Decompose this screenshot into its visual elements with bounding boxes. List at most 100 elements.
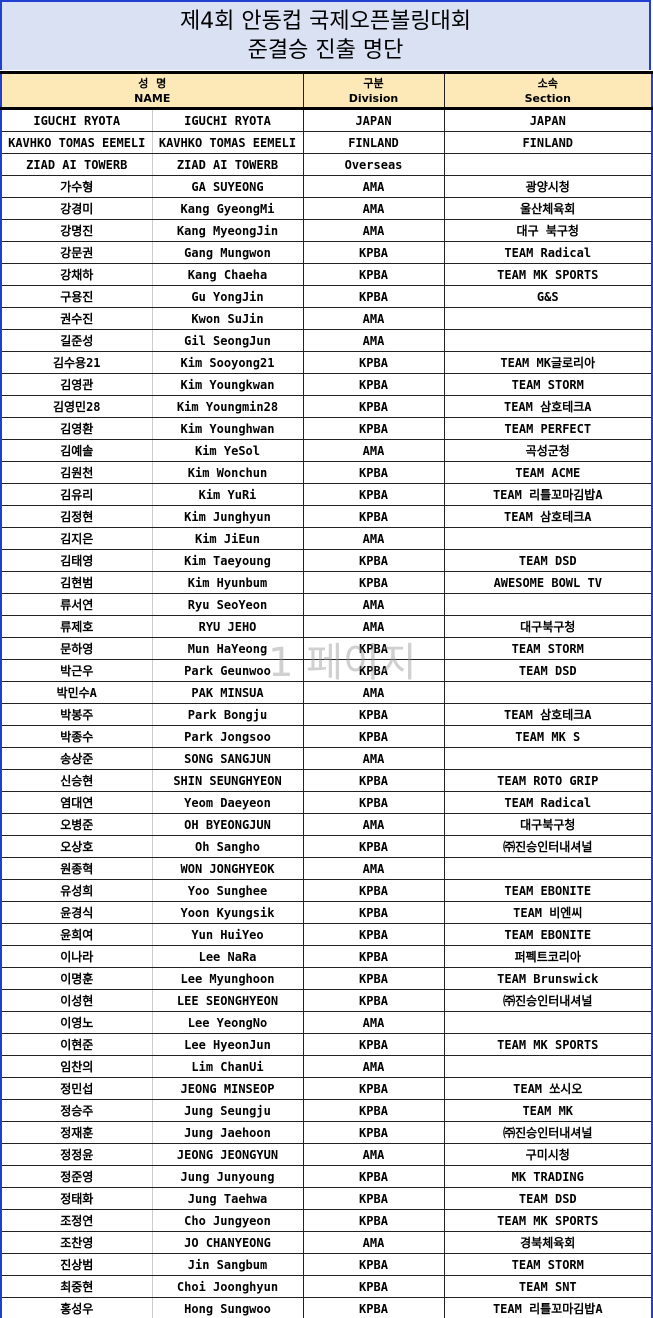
table-row: 최중현 Choi Joonghyun KPBA TEAM SNT — [0, 1275, 653, 1298]
table-row: 김수용21 Kim Sooyong21 KPBA TEAM MK글로리아 — [0, 351, 653, 374]
name-korean-cell: 조찬영 — [0, 1231, 153, 1254]
table-row: 이성현 LEE SEONGHYEON KPBA ㈜진승인터내셔널 — [0, 989, 653, 1012]
name-english-cell: Jin Sangbum — [151, 1253, 304, 1276]
name-english-cell: KAVHKO TOMAS EEMELI — [151, 131, 304, 154]
table-row: 유성희 Yoo Sunghee KPBA TEAM EBONITE — [0, 879, 653, 902]
division-cell: KPBA — [302, 461, 445, 484]
table-row: 신승현 SHIN SEUNGHYEON KPBA TEAM ROTO GRIP — [0, 769, 653, 792]
division-cell: AMA — [302, 857, 445, 880]
table-row: 강채하 Kang Chaeha KPBA TEAM MK SPORTS — [0, 263, 653, 286]
division-cell: KPBA — [302, 1077, 445, 1100]
section-cell: TEAM MK S — [443, 725, 653, 748]
section-cell — [443, 681, 653, 704]
name-english-cell: GA SUYEONG — [151, 175, 304, 198]
name-korean-cell: 정승주 — [0, 1099, 153, 1122]
section-cell — [443, 593, 653, 616]
name-korean-cell: 강문권 — [0, 241, 153, 264]
name-korean-cell: 박종수 — [0, 725, 153, 748]
division-cell: KPBA — [302, 505, 445, 528]
division-cell: KPBA — [302, 373, 445, 396]
section-cell — [443, 747, 653, 770]
name-english-cell: Park Geunwoo — [151, 659, 304, 682]
name-korean-cell: 정준영 — [0, 1165, 153, 1188]
name-korean-cell: 김영환 — [0, 417, 153, 440]
table-row: 오병준 OH BYEONGJUN AMA 대구북구청 — [0, 813, 653, 836]
division-cell: KPBA — [302, 1099, 445, 1122]
division-cell: AMA — [302, 439, 445, 462]
header-name: 성 명 NAME — [0, 72, 304, 110]
name-korean-cell: 김지은 — [0, 527, 153, 550]
section-cell: ㈜진승인터내셔널 — [443, 1121, 653, 1144]
section-cell: 경북체육회 — [443, 1231, 653, 1254]
name-english-cell: JO CHANYEONG — [151, 1231, 304, 1254]
name-english-cell: Lee HyeonJun — [151, 1033, 304, 1056]
section-cell: ㈜진승인터내셔널 — [443, 835, 653, 858]
header-section: 소속 Section — [443, 72, 653, 110]
name-korean-cell: 김정현 — [0, 505, 153, 528]
table-row: 강명진 Kang MyeongJin AMA 대구 북구청 — [0, 219, 653, 242]
division-cell: AMA — [302, 527, 445, 550]
name-english-cell: Jung Taehwa — [151, 1187, 304, 1210]
section-cell: 대구 북구청 — [443, 219, 653, 242]
name-english-cell: SHIN SEUNGHYEON — [151, 769, 304, 792]
name-english-cell: Yoo Sunghee — [151, 879, 304, 902]
table-row: 이명훈 Lee Myunghoon KPBA TEAM Brunswick — [0, 967, 653, 990]
name-korean-cell: 권수진 — [0, 307, 153, 330]
table-row: 김지은 Kim JiEun AMA — [0, 527, 653, 550]
name-english-cell: Kim Wonchun — [151, 461, 304, 484]
name-english-cell: Kim Youngmin28 — [151, 395, 304, 418]
division-cell: KPBA — [302, 901, 445, 924]
division-cell: AMA — [302, 1055, 445, 1078]
section-cell: TEAM 삼호테크A — [443, 505, 653, 528]
name-korean-cell: 염대연 — [0, 791, 153, 814]
name-korean-cell: 오상호 — [0, 835, 153, 858]
table-row: 강문권 Gang Mungwon KPBA TEAM Radical — [0, 241, 653, 264]
name-korean-cell: 박봉주 — [0, 703, 153, 726]
name-korean-cell: 김영관 — [0, 373, 153, 396]
section-cell: TEAM DSD — [443, 549, 653, 572]
name-english-cell: Cho Jungyeon — [151, 1209, 304, 1232]
name-korean-cell: 원종혁 — [0, 857, 153, 880]
division-cell: KPBA — [302, 285, 445, 308]
table-row: 조정연 Cho Jungyeon KPBA TEAM MK SPORTS — [0, 1209, 653, 1232]
section-cell: 울산체육회 — [443, 197, 653, 220]
name-english-cell: Jung Jaehoon — [151, 1121, 304, 1144]
table-row: 정태화 Jung Taehwa KPBA TEAM DSD — [0, 1187, 653, 1210]
division-cell: KPBA — [302, 769, 445, 792]
name-korean-cell: 정정윤 — [0, 1143, 153, 1166]
name-korean-cell: 유성희 — [0, 879, 153, 902]
division-cell: KPBA — [302, 1253, 445, 1276]
name-english-cell: Kim Hyunbum — [151, 571, 304, 594]
name-english-cell: Oh Sangho — [151, 835, 304, 858]
division-cell: AMA — [302, 1143, 445, 1166]
division-cell: AMA — [302, 1011, 445, 1034]
table-row: 박봉주 Park Bongju KPBA TEAM 삼호테크A — [0, 703, 653, 726]
division-cell: KPBA — [302, 1165, 445, 1188]
division-cell: AMA — [302, 747, 445, 770]
table-row: 권수진 Kwon SuJin AMA — [0, 307, 653, 330]
section-cell: TEAM Radical — [443, 791, 653, 814]
name-english-cell: Hong Sungwoo — [151, 1297, 304, 1318]
participants-table: 성 명 NAME 구분 Division 소속 Section IGUCHI RYOT… — [0, 71, 653, 1318]
division-cell: KPBA — [302, 1297, 445, 1318]
division-cell: AMA — [302, 175, 445, 198]
table-row: 임찬의 Lim ChanUi AMA — [0, 1055, 653, 1078]
name-english-cell: Gu YongJin — [151, 285, 304, 308]
division-cell: AMA — [302, 307, 445, 330]
name-english-cell: LEE SEONGHYEON — [151, 989, 304, 1012]
division-cell: KPBA — [302, 1033, 445, 1056]
table-row: 길준성 Gil SeongJun AMA — [0, 329, 653, 352]
name-korean-cell: 류제호 — [0, 615, 153, 638]
name-korean-cell: 김유리 — [0, 483, 153, 506]
name-english-cell: Kim Younghwan — [151, 417, 304, 440]
name-korean-cell: 이성현 — [0, 989, 153, 1012]
section-cell: 대구북구청 — [443, 813, 653, 836]
division-cell: KPBA — [302, 725, 445, 748]
name-korean-cell: 조정연 — [0, 1209, 153, 1232]
section-cell: TEAM MK — [443, 1099, 653, 1122]
table-row: 가수형 GA SUYEONG AMA 광양시청 — [0, 175, 653, 198]
name-english-cell: Jung Junyoung — [151, 1165, 304, 1188]
name-english-cell: Lee NaRa — [151, 945, 304, 968]
table-row: 김예솔 Kim YeSol AMA 곡성군청 — [0, 439, 653, 462]
table-row: 김유리 Kim YuRi KPBA TEAM 리틀꼬마김밥A — [0, 483, 653, 506]
